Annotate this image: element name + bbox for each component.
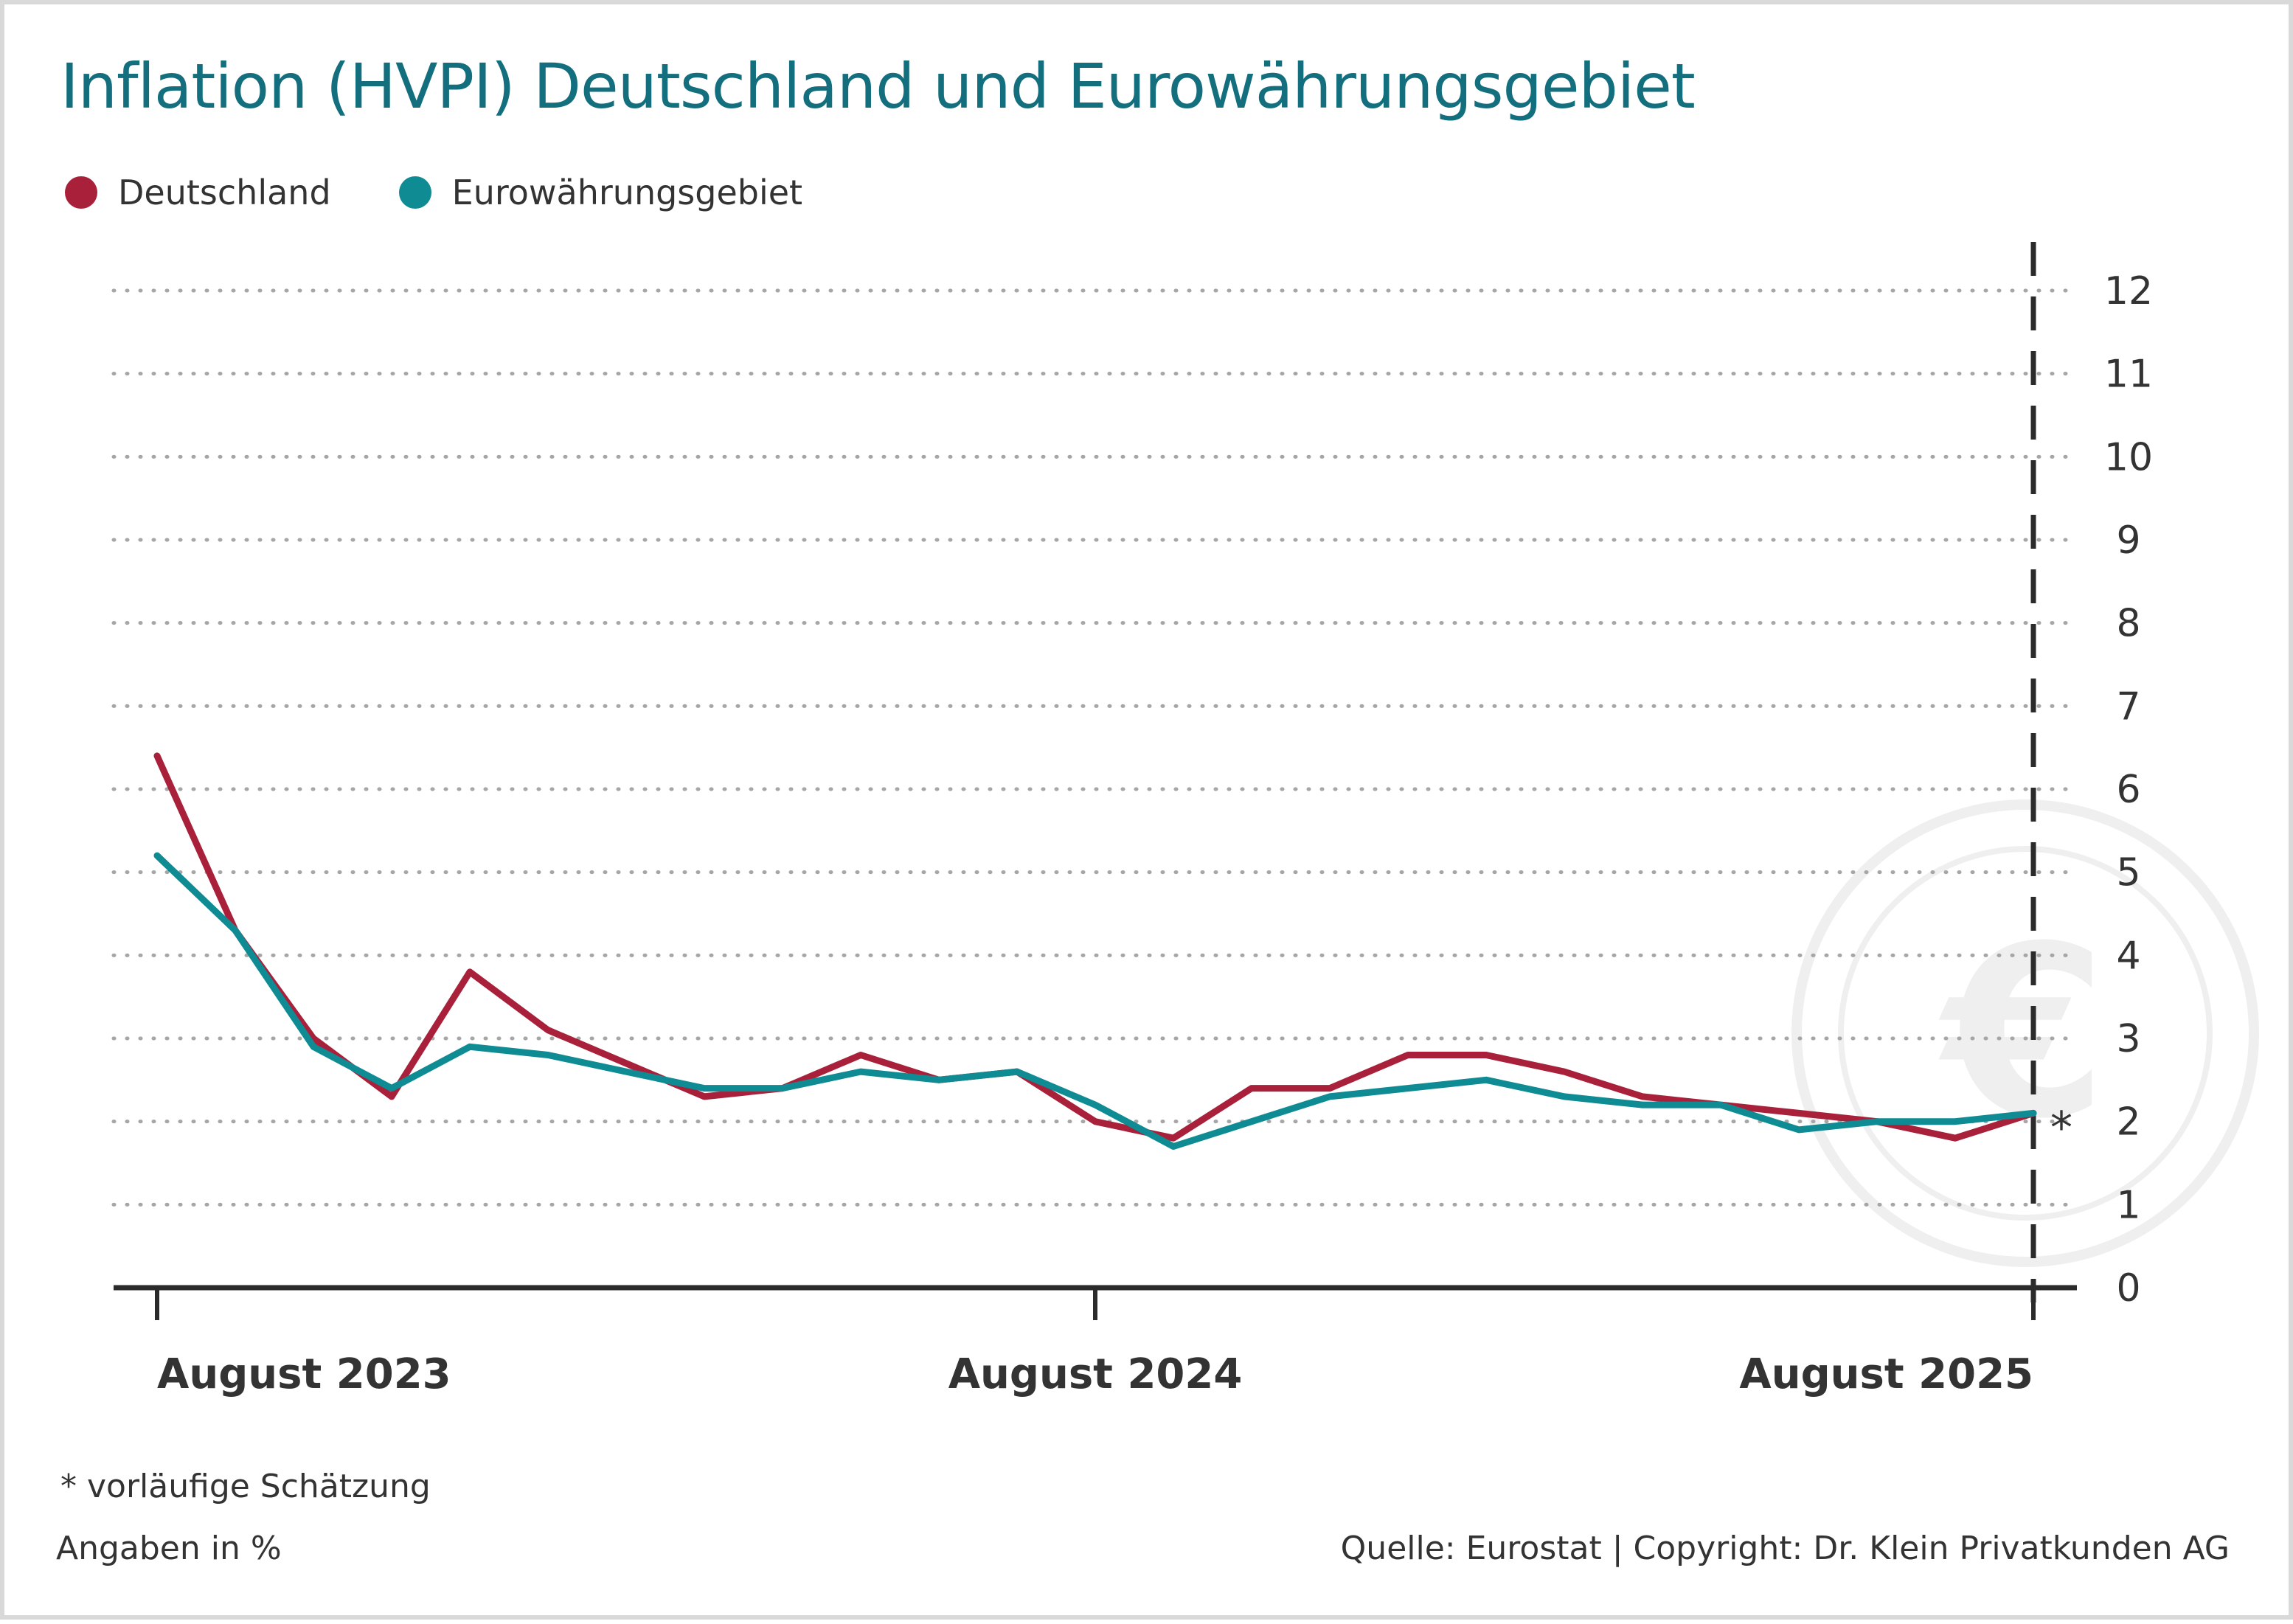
- y-tick-label-7: 7: [2116, 684, 2140, 729]
- y-tick-label-6: 6: [2116, 768, 2140, 812]
- y-tick-label-2: 2: [2116, 1100, 2140, 1145]
- units-note: Angaben in %: [56, 1530, 282, 1567]
- x-tick-label-1: August 2024: [948, 1350, 1243, 1398]
- y-tick-label-1: 1: [2116, 1183, 2140, 1227]
- y-tick-label-0: 0: [2116, 1266, 2140, 1311]
- footnote-estimate: * vorläufige Schätzung: [60, 1468, 431, 1505]
- y-tick-label-3: 3: [2116, 1017, 2140, 1061]
- series-line-deutschland: [157, 756, 2033, 1138]
- source-credit: Quelle: Eurostat | Copyright: Dr. Klein …: [1341, 1530, 2230, 1567]
- euro-coin-icon: €: [1936, 896, 2108, 1170]
- y-tick-label-9: 9: [2116, 518, 2140, 563]
- y-tick-label-8: 8: [2116, 602, 2140, 646]
- y-tick-label-12: 12: [2104, 269, 2153, 313]
- series-line-euro: [157, 856, 2033, 1146]
- y-tick-label-5: 5: [2116, 851, 2140, 895]
- x-tick-label-0: August 2023: [157, 1350, 451, 1398]
- x-tick-label-2: August 2025: [1739, 1350, 2033, 1398]
- estimate-star: *: [2050, 1102, 2072, 1153]
- y-tick-label-4: 4: [2116, 934, 2140, 978]
- y-tick-label-10: 10: [2104, 435, 2153, 479]
- y-tick-label-11: 11: [2104, 353, 2153, 397]
